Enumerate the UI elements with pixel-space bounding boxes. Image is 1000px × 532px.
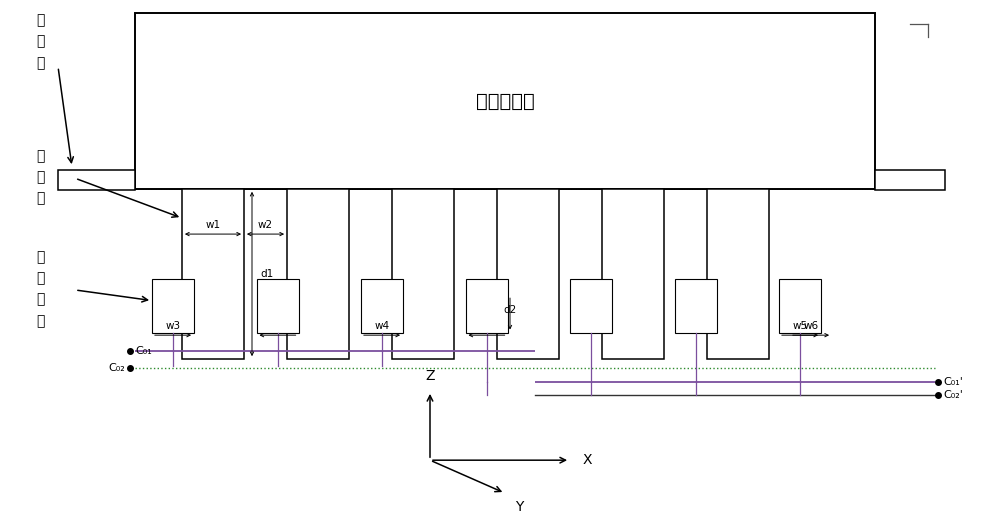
- Bar: [466, 279, 508, 332]
- Bar: [135, 13, 875, 189]
- Bar: [779, 279, 821, 332]
- Text: X: X: [583, 453, 592, 467]
- Bar: [497, 189, 559, 359]
- Text: d1: d1: [260, 269, 273, 279]
- Bar: [58, 170, 135, 190]
- Text: C₀₁: C₀₁: [135, 346, 152, 356]
- Text: 电: 电: [36, 293, 44, 306]
- Text: w4: w4: [374, 321, 390, 331]
- Text: C₀₂': C₀₂': [943, 390, 963, 400]
- Text: w1: w1: [205, 220, 221, 230]
- Text: C₀₂: C₀₂: [108, 363, 125, 373]
- Text: C₀₁': C₀₁': [943, 377, 963, 387]
- Text: 极: 极: [36, 192, 44, 205]
- Text: 固: 固: [36, 250, 44, 264]
- Bar: [875, 170, 945, 190]
- Bar: [256, 279, 298, 332]
- Text: 梁: 梁: [36, 56, 44, 70]
- Text: w2: w2: [258, 220, 273, 230]
- Bar: [361, 279, 403, 332]
- Text: 栅: 栅: [36, 149, 44, 163]
- Text: d2: d2: [503, 305, 517, 315]
- Text: 性: 性: [36, 35, 44, 48]
- Text: Y: Y: [515, 500, 523, 514]
- Bar: [287, 189, 349, 359]
- Bar: [707, 189, 769, 359]
- Text: w3: w3: [165, 321, 181, 331]
- Bar: [152, 279, 194, 332]
- Text: 定: 定: [36, 271, 44, 285]
- Bar: [674, 279, 716, 332]
- Text: 极: 极: [36, 314, 44, 328]
- Text: w6: w6: [803, 321, 819, 331]
- Text: 可动质量块: 可动质量块: [476, 92, 534, 111]
- Text: w5: w5: [792, 321, 808, 331]
- Text: 弹: 弹: [36, 13, 44, 27]
- Text: Z: Z: [425, 369, 435, 383]
- Bar: [182, 189, 244, 359]
- Bar: [602, 189, 664, 359]
- Bar: [392, 189, 454, 359]
- Text: 电: 电: [36, 170, 44, 184]
- Bar: [570, 279, 612, 332]
